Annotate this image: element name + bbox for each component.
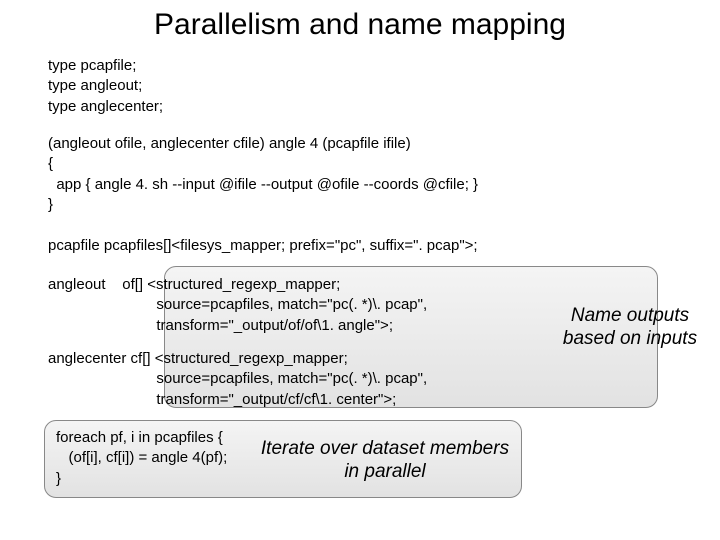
label-name-outputs: Name outputs based on inputs [546, 305, 714, 351]
code-mapper: pcapfile pcapfiles[]<filesys_mapper; pre… [48, 236, 478, 256]
label-iterate: Iterate over dataset members in parallel [255, 438, 515, 484]
slide-title: Parallelism and name mapping [0, 8, 720, 42]
code-foreach: foreach pf, i in pcapfiles { (of[i], cf[… [56, 428, 227, 489]
code-function: (angleout ofile, anglecenter cfile) angl… [48, 134, 478, 215]
slide: Parallelism and name mapping type pcapfi… [0, 0, 720, 540]
code-of-mapper: angleout of[] <structured_regexp_mapper;… [48, 275, 427, 336]
code-cf-mapper: anglecenter cf[] <structured_regexp_mapp… [48, 349, 427, 410]
code-types: type pcapfile; type angleout; type angle… [48, 56, 163, 117]
